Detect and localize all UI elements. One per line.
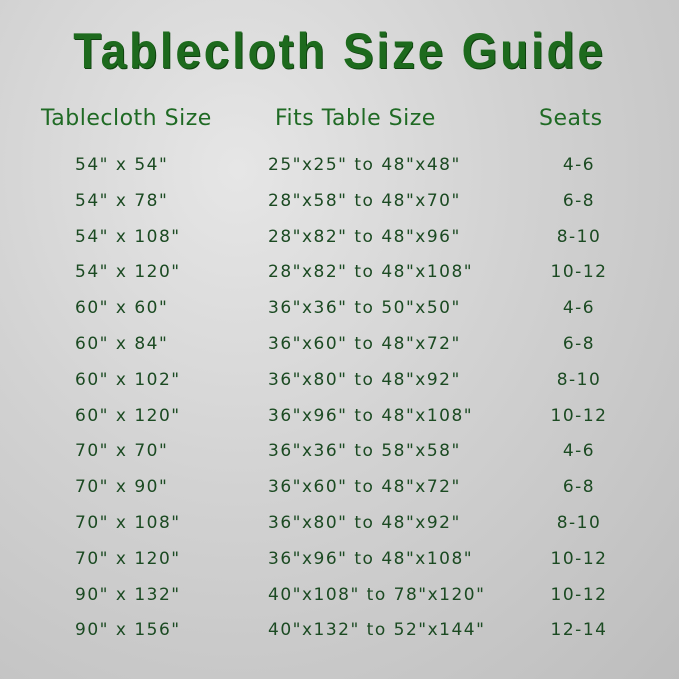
cell-tablecloth-size: 54" x 78" [75,190,169,211]
cell-tablecloth-size: 60" x 84" [75,334,169,354]
header-tablecloth-size: Tablecloth Size [41,106,212,131]
cell-fits-table-size: 36"x36" to 58"x58" [268,441,461,462]
cell-tablecloth-size: 70" x 108" [75,513,181,533]
table-row: 70" x 120" 36"x96" to 48"x108" 10-12 [0,549,679,579]
cell-tablecloth-size: 70" x 120" [75,548,181,569]
header-seats: Seats [539,106,603,131]
cell-seats: 4-6 [562,155,596,175]
cell-tablecloth-size: 70" x 90" [75,477,169,498]
cell-tablecloth-size: 54" x 120" [75,262,181,283]
cell-seats: 8-10 [556,226,602,247]
cell-fits-table-size: 36"x36" to 50"x50" [268,298,461,319]
table-row: 70" x 90" 36"x60" to 48"x72" 6-8 [0,477,679,507]
cell-seats: 10-12 [550,405,608,426]
cell-seats: 6-8 [562,190,596,211]
table-row: 60" x 120" 36"x96" to 48"x108" 10-12 [0,406,679,436]
cell-tablecloth-size: 60" x 102" [75,369,181,390]
table-row: 54" x 120" 28"x82" to 48"x108" 10-12 [0,262,679,292]
cell-fits-table-size: 40"x132" to 52"x144" [268,620,486,641]
cell-fits-table-size: 28"x82" to 48"x108" [268,262,474,283]
cell-fits-table-size: 36"x60" to 48"x72" [268,477,461,498]
cell-seats: 4-6 [562,298,596,319]
cell-fits-table-size: 25"x25" to 48"x48" [268,155,461,175]
cell-seats: 8-10 [556,513,602,533]
cell-seats: 6-8 [562,334,596,354]
page-title: Tablecloth Size Guide [73,23,606,79]
cell-seats: 10-12 [550,584,608,605]
cell-seats: 6-8 [562,477,596,498]
cell-tablecloth-size: 90" x 156" [75,620,181,641]
table-row: 54" x 54" 25"x25" to 48"x48" 4-6 [0,155,679,185]
cell-seats: 8-10 [556,369,602,390]
table-row: 90" x 156" 40"x132" to 52"x144" 12-14 [0,620,679,650]
cell-fits-table-size: 28"x82" to 48"x96" [268,226,461,247]
header-fits-table-size: Fits Table Size [275,106,436,131]
cell-seats: 12-14 [550,620,608,641]
cell-seats: 10-12 [550,262,608,283]
table-row: 60" x 60" 36"x36" to 50"x50" 4-6 [0,298,679,328]
table-row: 54" x 108" 28"x82" to 48"x96" 8-10 [0,227,679,257]
cell-tablecloth-size: 60" x 60" [75,298,169,319]
cell-tablecloth-size: 70" x 70" [75,441,169,462]
cell-fits-table-size: 36"x60" to 48"x72" [268,334,461,354]
cell-fits-table-size: 36"x80" to 48"x92" [268,513,461,533]
cell-seats: 10-12 [550,548,608,569]
cell-tablecloth-size: 54" x 108" [75,226,181,247]
cell-fits-table-size: 28"x58" to 48"x70" [268,190,461,211]
table-row: 70" x 108" 36"x80" to 48"x92" 8-10 [0,513,679,543]
cell-tablecloth-size: 54" x 54" [75,155,169,175]
cell-tablecloth-size: 60" x 120" [75,405,181,426]
cell-fits-table-size: 36"x96" to 48"x108" [268,548,474,569]
table-row: 54" x 78" 28"x58" to 48"x70" 6-8 [0,191,679,221]
table-row: 60" x 84" 36"x60" to 48"x72" 6-8 [0,334,679,364]
cell-fits-table-size: 36"x80" to 48"x92" [268,369,461,390]
cell-fits-table-size: 36"x96" to 48"x108" [268,405,474,426]
table-row: 70" x 70" 36"x36" to 58"x58" 4-6 [0,441,679,471]
cell-seats: 4-6 [562,441,596,462]
table-row: 90" x 132" 40"x108" to 78"x120" 10-12 [0,585,679,615]
cell-fits-table-size: 40"x108" to 78"x120" [268,584,486,605]
cell-tablecloth-size: 90" x 132" [75,584,181,605]
table-row: 60" x 102" 36"x80" to 48"x92" 8-10 [0,370,679,400]
